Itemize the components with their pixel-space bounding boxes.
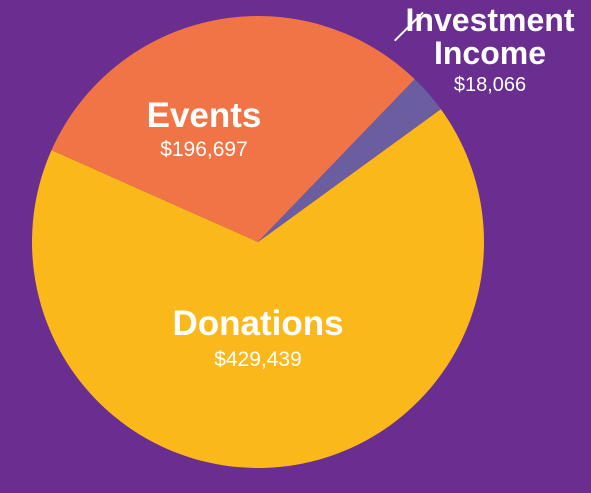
pie-slice-events: [51, 16, 415, 243]
investment-income-name-line-2: Income: [433, 34, 547, 71]
pie-slice-donations: [31, 109, 485, 469]
events-slice-value: $196,697: [160, 137, 248, 161]
investment-income-label: Investment Income $18,066: [406, 4, 575, 96]
donations-slice-name: Donations: [172, 304, 344, 343]
events-slice-name: Events: [146, 96, 262, 135]
investment-income-slice-value: $18,066: [453, 74, 527, 97]
investment-income-name-line-1: Investment: [405, 2, 575, 38]
pie-slice-investment-income: [258, 79, 441, 242]
donations-slice-value: $429,439: [214, 347, 302, 371]
events-label: Events $196,697: [146, 96, 262, 161]
donations-label: Donations $429,439: [172, 304, 344, 371]
